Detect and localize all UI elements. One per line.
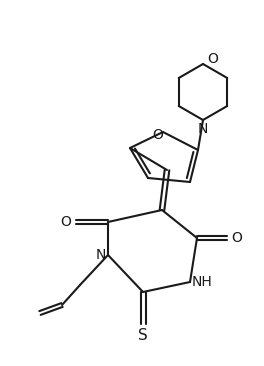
Text: NH: NH bbox=[192, 275, 212, 289]
Text: N: N bbox=[96, 248, 106, 262]
Text: O: O bbox=[60, 215, 72, 229]
Text: O: O bbox=[232, 231, 242, 245]
Text: N: N bbox=[198, 122, 208, 136]
Text: O: O bbox=[208, 52, 218, 66]
Text: S: S bbox=[138, 329, 148, 344]
Text: O: O bbox=[153, 128, 163, 142]
